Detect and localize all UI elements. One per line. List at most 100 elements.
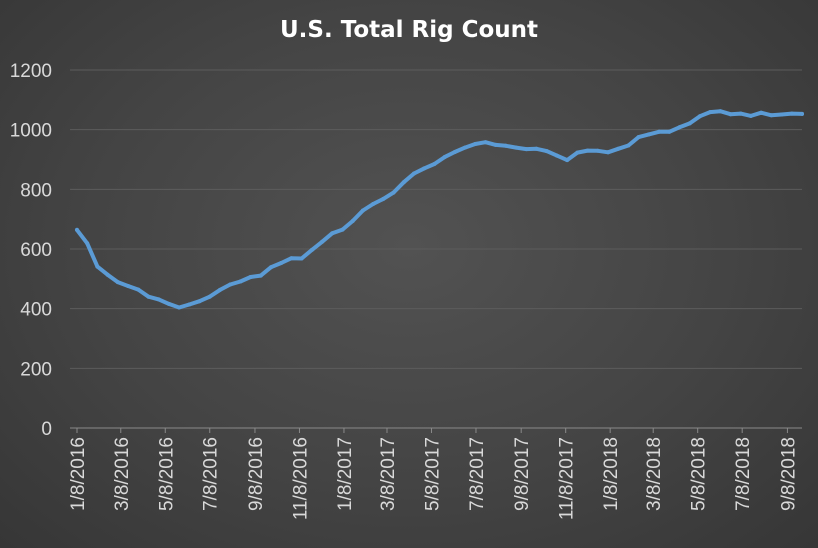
x-tick-label: 3/8/2018 [644,437,665,511]
x-tick-label: 7/8/2016 [201,437,222,511]
data-point [514,145,519,150]
gridlines [70,69,802,369]
x-tick-label: 5/8/2017 [422,437,443,511]
data-point [422,166,427,171]
data-point [473,142,478,146]
x-tick-label: 1/8/2018 [601,437,622,511]
data-point [616,146,621,151]
data-point [503,143,508,148]
data-point [575,150,580,155]
data-point [657,129,661,134]
data-point [524,147,529,152]
x-tick-label: 1/8/2017 [335,437,356,511]
y-tick-label: 1000 [10,121,52,142]
data-point [238,279,243,284]
data-point [197,299,202,304]
data-point [677,125,682,130]
data-point [432,162,437,166]
data-point [606,150,610,155]
x-tick-label: 3/8/2016 [112,437,133,511]
data-point [636,135,641,140]
data-point [544,149,549,154]
data-point [187,302,192,307]
data-point [146,294,151,299]
data-point [483,140,488,145]
x-tick-label: 11/8/2016 [290,437,311,520]
data-point [289,256,294,261]
data-point [279,261,284,265]
x-tick-label: 7/8/2017 [467,437,488,511]
data-point [534,146,539,151]
data-point [381,196,386,201]
data-point [371,202,376,206]
data-point [463,145,467,150]
data-point [401,180,406,185]
data-point [85,241,90,246]
data-point [115,280,120,285]
data-point [452,150,457,154]
data-point [248,275,253,279]
data-point [105,272,110,277]
data-point [340,227,345,232]
y-tick-label: 600 [20,240,52,261]
series-points [75,109,804,310]
y-tick-label: 800 [20,180,52,201]
data-point [177,305,182,310]
data-point [207,294,212,299]
x-tick-label: 9/8/2017 [512,437,533,511]
x-axis-ticks: 1/8/2016 3/8/2016 5/8/2016 7/8/2016 9/8/2016… [68,428,799,520]
data-point [95,264,100,269]
data-point [320,239,325,244]
y-tick-label: 1200 [10,61,52,82]
data-point [258,273,263,278]
data-point [748,113,753,118]
data-point [779,112,784,117]
data-point [166,301,171,306]
data-point [759,110,764,115]
x-tick-label: 5/8/2016 [156,437,177,511]
data-point [738,111,743,116]
data-point [646,132,651,137]
y-tick-label: 200 [20,359,52,380]
data-point [126,284,131,288]
x-tick-label: 9/8/2018 [778,437,799,511]
data-point [595,148,600,153]
data-point [800,111,804,116]
y-axis-ticks: 0 200 400 600 800 1000 1200 [10,61,52,440]
data-point [360,208,365,213]
data-point [442,155,447,160]
x-tick-label: 5/8/2018 [689,437,710,511]
series-line-rig-count [75,109,804,310]
data-point [330,231,335,236]
data-point [391,190,396,195]
data-point [228,282,233,287]
y-tick-label: 400 [20,300,52,321]
data-point [667,129,672,134]
data-point [493,142,498,147]
data-point [75,227,79,232]
data-point [708,110,713,115]
data-point [218,287,222,292]
x-tick-label: 11/8/2017 [557,437,578,520]
data-point [565,158,570,163]
data-point [299,256,304,261]
x-tick-label: 9/8/2016 [246,437,267,511]
x-tick-label: 7/8/2018 [733,437,754,511]
data-point [728,112,733,117]
y-tick-label: 0 [41,419,52,440]
data-point [687,121,692,126]
data-point [789,111,794,116]
data-point [697,114,702,119]
x-tick-label: 3/8/2017 [378,437,399,511]
data-point [156,297,161,302]
data-point [269,265,273,270]
data-point [769,113,774,118]
chart-title: U.S. Total Rig Count [280,17,538,43]
data-point [309,247,314,252]
data-point [350,219,355,223]
data-point [718,109,723,114]
data-point [554,153,559,158]
data-point [626,143,631,148]
x-tick-label: 1/8/2016 [68,437,89,511]
